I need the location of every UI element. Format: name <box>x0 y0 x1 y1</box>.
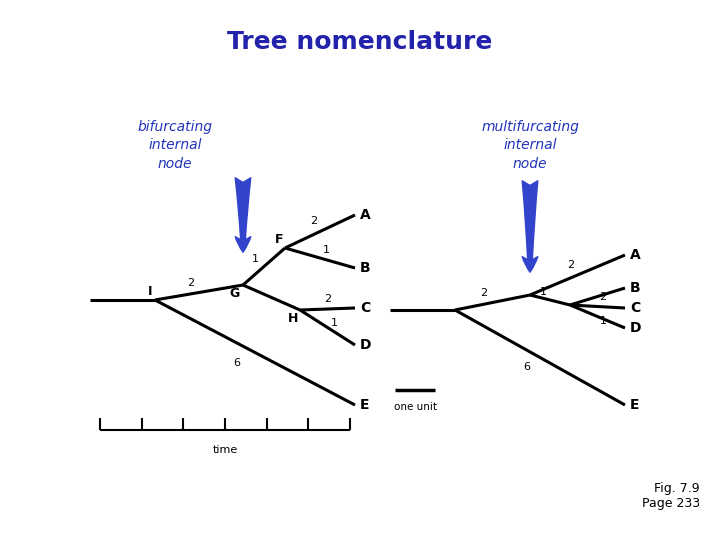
Text: 1: 1 <box>323 245 330 255</box>
Text: 2: 2 <box>310 217 317 226</box>
Text: B: B <box>360 261 371 275</box>
Text: 2: 2 <box>567 260 575 270</box>
Text: 2: 2 <box>480 287 487 298</box>
Text: I: I <box>148 285 152 298</box>
Text: D: D <box>360 338 372 352</box>
Text: 1: 1 <box>330 318 338 327</box>
Text: 2: 2 <box>600 292 607 301</box>
Text: Fig. 7.9
Page 233: Fig. 7.9 Page 233 <box>642 482 700 510</box>
Text: 1: 1 <box>252 253 259 264</box>
Text: 6: 6 <box>523 362 530 373</box>
Text: time: time <box>212 445 238 455</box>
Text: E: E <box>630 398 639 412</box>
Text: F: F <box>274 233 283 246</box>
Text: H: H <box>287 312 298 325</box>
Text: Tree nomenclature: Tree nomenclature <box>228 30 492 54</box>
Text: A: A <box>630 248 641 262</box>
Text: A: A <box>360 208 371 222</box>
Text: bifurcating
internal
node: bifurcating internal node <box>138 120 212 171</box>
Text: E: E <box>360 398 369 412</box>
Text: 2: 2 <box>324 294 331 304</box>
Text: multifurcating
internal
node: multifurcating internal node <box>481 120 579 171</box>
Text: one unit: one unit <box>394 402 436 412</box>
Text: C: C <box>630 301 640 315</box>
Text: 6: 6 <box>233 357 240 368</box>
Text: D: D <box>630 321 642 335</box>
Text: C: C <box>360 301 370 315</box>
Text: 2: 2 <box>187 278 194 287</box>
Text: B: B <box>630 281 641 295</box>
Text: 1: 1 <box>600 316 606 327</box>
Text: G: G <box>230 287 240 300</box>
Text: 1: 1 <box>540 287 547 297</box>
